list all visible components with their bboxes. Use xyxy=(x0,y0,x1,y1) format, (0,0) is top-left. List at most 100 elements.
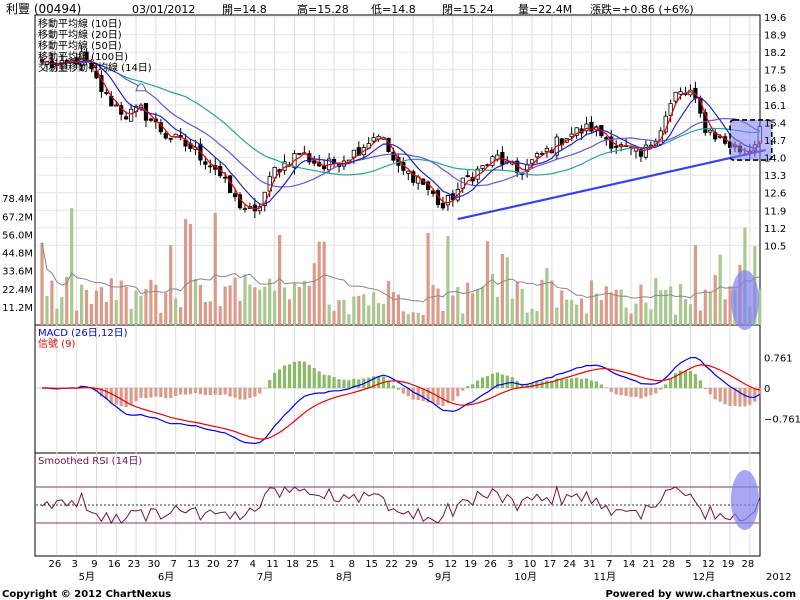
candle-body xyxy=(638,149,644,157)
macd-histogram-bar xyxy=(208,388,212,395)
macd-histogram-bar xyxy=(733,388,737,406)
price-tick-label: 13.3 xyxy=(764,171,786,182)
day-tick-label: 29 xyxy=(405,559,418,570)
volume-bar xyxy=(223,286,227,325)
day-tick-label: 31 xyxy=(583,559,596,570)
macd-histogram-bar xyxy=(401,388,405,394)
volume-tick-label: 11.2M xyxy=(2,303,33,314)
volume-bar xyxy=(535,310,539,325)
volume-bar xyxy=(654,278,658,325)
volume-tick-label: 67.2M xyxy=(2,212,33,223)
volume-bar xyxy=(149,279,153,325)
candle-body xyxy=(465,175,470,177)
volume-bar xyxy=(213,212,217,325)
candle-body xyxy=(223,176,228,179)
day-tick-label: 27 xyxy=(227,559,240,570)
macd-plot xyxy=(36,356,762,445)
volume-bar xyxy=(243,274,247,325)
volume-bar xyxy=(287,299,292,325)
day-tick-label: 26 xyxy=(484,559,497,570)
price-legend: 移動平均線 (10日) 移動平均線 (20日) 移動平均線 (50日) 移動平均… xyxy=(38,17,152,74)
volume-bar xyxy=(337,300,341,325)
macd-histogram-bar xyxy=(674,373,678,388)
macd-histogram-bar xyxy=(634,388,638,397)
volume-bar xyxy=(599,300,603,325)
macd-tick-label: −0.761 xyxy=(764,414,800,425)
macd-histogram-bar xyxy=(560,379,564,388)
day-tick-label: 8 xyxy=(349,559,355,570)
volume-bar xyxy=(698,310,702,325)
macd-histogram-bar xyxy=(485,376,490,388)
macd-histogram-bar xyxy=(664,384,668,388)
macd-tick-label: 0 xyxy=(764,384,770,395)
volume-bar xyxy=(515,282,519,325)
price-tick-label: 11.9 xyxy=(764,206,786,217)
macd-histogram-bar xyxy=(441,388,445,407)
volume-bar xyxy=(372,292,376,325)
volume-bar xyxy=(624,307,628,325)
month-tick-label: 9月 xyxy=(435,571,451,583)
macd-histogram-bar xyxy=(377,375,381,388)
month-tick-label: 11月 xyxy=(593,571,616,583)
month-tick-label: 5月 xyxy=(79,571,95,583)
volume-tick-label: 33.6M xyxy=(2,267,33,278)
macd-histogram-bar xyxy=(228,388,232,397)
day-tick-label: 20 xyxy=(207,559,220,570)
volume-bar xyxy=(164,292,168,325)
day-tick-label: 3 xyxy=(507,559,513,570)
day-tick-label: 7 xyxy=(170,559,176,570)
macd-histogram-bar xyxy=(619,388,623,396)
price-tick-label: 18.2 xyxy=(764,48,786,59)
candle-body xyxy=(569,133,574,138)
macd-histogram-bar xyxy=(159,388,163,398)
macd-histogram-bar xyxy=(624,388,628,396)
month-tick-label: 7月 xyxy=(257,571,273,583)
macd-histogram-bar xyxy=(456,388,460,397)
macd-histogram-bar xyxy=(594,381,598,388)
candle-body xyxy=(604,137,609,140)
volume-bar xyxy=(594,293,598,325)
macd-histogram-bar xyxy=(149,388,153,398)
volume-bar xyxy=(381,303,386,325)
chart-title: 利豐 (00494) xyxy=(6,2,81,16)
macd-histogram-bar xyxy=(476,380,480,388)
macd-histogram-bar xyxy=(708,388,712,395)
volume-bar xyxy=(169,245,173,325)
volume-bar xyxy=(693,245,697,325)
volume-bar xyxy=(292,282,297,325)
macd-histogram-bar xyxy=(431,388,435,404)
candle-body xyxy=(584,123,589,132)
macd-histogram-bar xyxy=(302,361,306,388)
day-tick-label: 18 xyxy=(286,559,299,570)
volume-bar xyxy=(609,292,613,325)
price-tick-label: 10.5 xyxy=(764,241,786,252)
volume-bar xyxy=(317,241,321,325)
day-tick-label: 28 xyxy=(662,559,675,570)
candle-body xyxy=(648,144,653,147)
macd-histogram-bar xyxy=(555,378,559,388)
rsi-highlight xyxy=(730,470,759,530)
macd-histogram-bar xyxy=(198,388,202,395)
x-axis-labels: 26 3 9 16 23 30 7 13 20 27 4 11 18 25 1 8 15 22 29 5 12 19 26 3… xyxy=(48,559,791,583)
candle-body xyxy=(678,91,683,95)
candle-body xyxy=(124,116,129,120)
volume-bar xyxy=(683,298,688,325)
candle-body xyxy=(94,70,99,79)
candle-body xyxy=(312,160,317,164)
volume-bar xyxy=(174,298,178,325)
volume-tick-label: 56.0M xyxy=(2,230,33,241)
volume-bar xyxy=(70,208,74,325)
macd-histogram-bar xyxy=(669,378,673,388)
volume-bar xyxy=(436,288,440,325)
day-tick-label: 21 xyxy=(642,559,655,570)
macd-histogram-bar xyxy=(466,386,470,388)
volume-bar xyxy=(441,310,445,325)
day-tick-label: 5 xyxy=(685,559,691,570)
volume-bar xyxy=(644,302,648,325)
macd-histogram-bar xyxy=(490,373,495,388)
volume-bar xyxy=(530,308,534,325)
macd-histogram-bar xyxy=(579,378,584,388)
volume-bar xyxy=(461,313,465,325)
volume-bar xyxy=(476,289,480,325)
macd-histogram-bar xyxy=(461,388,465,391)
